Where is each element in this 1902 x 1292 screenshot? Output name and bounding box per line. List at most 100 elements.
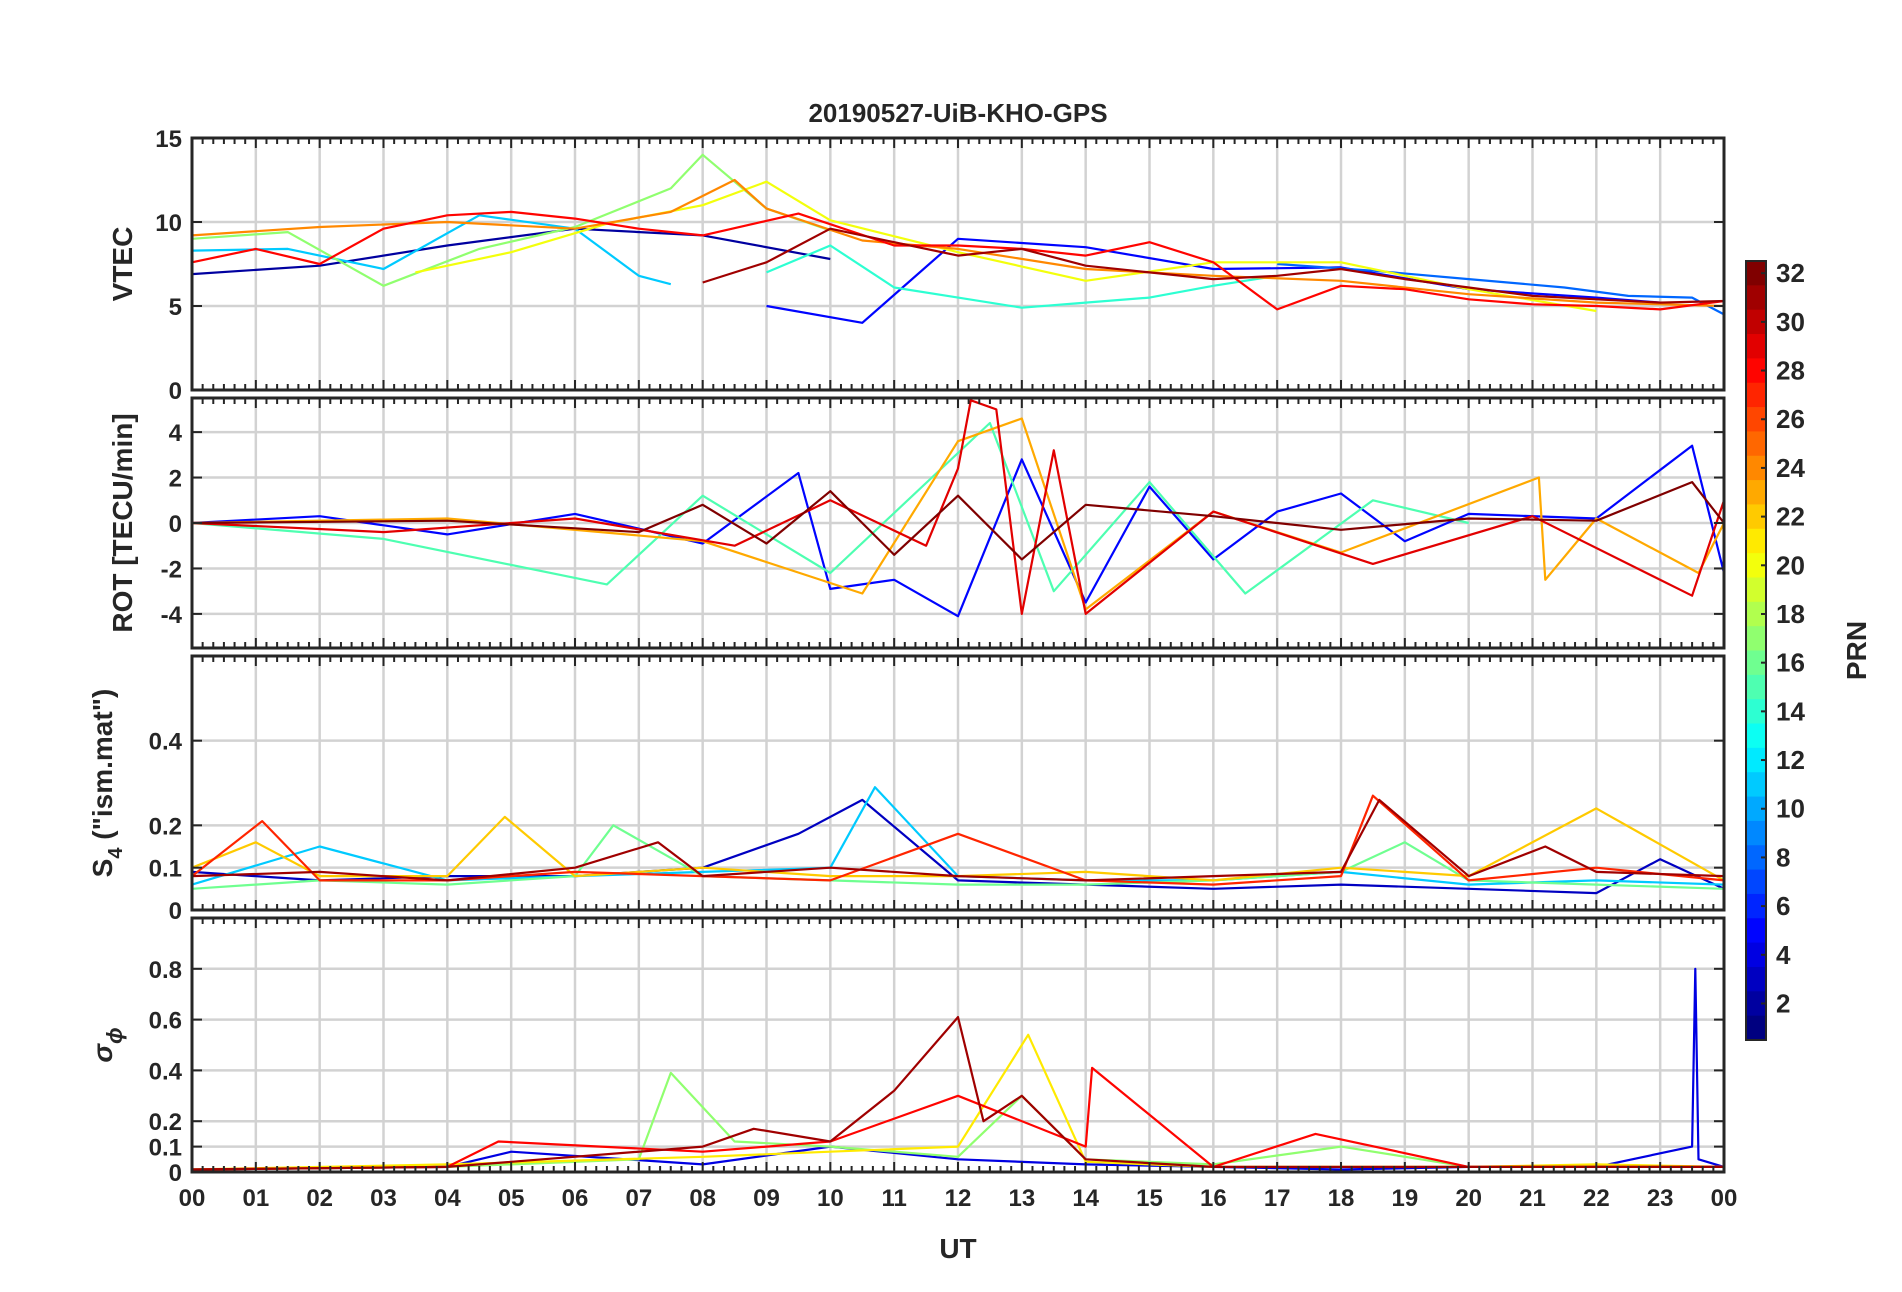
colorbar-segment bbox=[1746, 455, 1766, 481]
y-tick-label: 2 bbox=[169, 466, 182, 493]
colorbar-segment bbox=[1746, 261, 1766, 286]
colorbar-segment bbox=[1746, 869, 1766, 895]
colorbar-tick-label: 6 bbox=[1776, 891, 1790, 921]
colorbar-segment bbox=[1746, 820, 1766, 846]
colorbar-segment bbox=[1746, 1015, 1766, 1041]
y-axis-label-subscript: ϕ bbox=[102, 1027, 127, 1044]
colorbar-tick-label: 28 bbox=[1776, 356, 1805, 386]
series-line-prn-17 bbox=[191, 1071, 1724, 1171]
colorbar-segment bbox=[1746, 674, 1766, 700]
colorbar-segment bbox=[1746, 845, 1766, 871]
y-axis-label: ROT [TECU/min] bbox=[107, 413, 138, 632]
colorbar-segment bbox=[1746, 577, 1766, 603]
x-tick-label: 10 bbox=[817, 1185, 844, 1212]
colorbar-segment bbox=[1746, 723, 1766, 749]
y-tick-label: -2 bbox=[161, 556, 182, 583]
colorbar-tick-label: 8 bbox=[1776, 842, 1790, 872]
colorbar-tick-label: 2 bbox=[1776, 988, 1790, 1018]
colorbar-segment bbox=[1746, 796, 1766, 822]
series-line-prn-27 bbox=[191, 794, 1725, 886]
x-tick-label: 13 bbox=[1008, 1185, 1035, 1212]
y-axis-label-sigma: σ bbox=[87, 1043, 118, 1063]
colorbar-segment bbox=[1746, 650, 1766, 676]
x-tick-label: 15 bbox=[1136, 1185, 1163, 1212]
y-tick-label: 0 bbox=[169, 898, 182, 925]
x-tick-label: 23 bbox=[1647, 1185, 1674, 1212]
x-tick-label: 14 bbox=[1072, 1185, 1099, 1212]
x-tick-label: 18 bbox=[1328, 1185, 1355, 1212]
colorbar-segment bbox=[1746, 626, 1766, 652]
panel-s4: 0 0.1 0.2 0.4 S4 ("ism.mat") bbox=[87, 654, 1726, 925]
colorbar-segment bbox=[1746, 918, 1766, 944]
colorbar-tick-label: 10 bbox=[1776, 794, 1805, 824]
y-tick-label: 4 bbox=[169, 420, 183, 447]
colorbar-segment bbox=[1746, 991, 1766, 1017]
y-axis-label: σϕ bbox=[87, 1027, 127, 1062]
colorbar-frame bbox=[1745, 260, 1767, 1041]
x-tick-label: 00 bbox=[179, 1185, 206, 1212]
x-tick-label: 11 bbox=[881, 1185, 906, 1212]
colorbar-segment bbox=[1746, 553, 1766, 579]
colorbar-tick-label: 12 bbox=[1776, 745, 1805, 775]
y-tick-label: 0 bbox=[169, 1160, 182, 1187]
y-tick-label: 0.2 bbox=[149, 813, 182, 840]
x-tick-label: 01 bbox=[242, 1185, 269, 1212]
panel-vtec: 0 5 10 15 VTEC bbox=[107, 126, 1726, 405]
colorbar-segment bbox=[1746, 285, 1766, 311]
panel-rot: -4 -2 0 2 4 ROT [TECU/min] bbox=[107, 396, 1726, 650]
colorbar-segment bbox=[1746, 747, 1766, 773]
colorbar-label: PRN bbox=[1841, 621, 1872, 680]
colorbar-tick-label: 30 bbox=[1776, 307, 1805, 337]
x-tick-label: 07 bbox=[625, 1185, 652, 1212]
x-tick-label: 22 bbox=[1583, 1185, 1610, 1212]
x-axis-label: UT bbox=[939, 1233, 976, 1264]
series-line-prn-22 bbox=[191, 807, 1725, 882]
series-line-prn-28 bbox=[191, 210, 1725, 311]
series-line-prn-31 bbox=[191, 798, 1725, 882]
series-line-prn-8 bbox=[1277, 262, 1725, 316]
colorbar-tick-label: 26 bbox=[1776, 404, 1805, 434]
y-tick-label: 5 bbox=[169, 294, 182, 321]
colorbar-segment bbox=[1746, 504, 1766, 530]
x-tick-label: 19 bbox=[1391, 1185, 1418, 1212]
series-line-prn-24 bbox=[191, 178, 1725, 308]
series-line-prn-16 bbox=[191, 824, 1725, 890]
x-tick-label: 00 bbox=[1711, 1185, 1738, 1212]
colorbar-segment bbox=[1746, 309, 1766, 335]
x-tick-label: 06 bbox=[562, 1185, 589, 1212]
y-tick-label: -4 bbox=[161, 602, 183, 629]
x-tick-label: 17 bbox=[1264, 1185, 1291, 1212]
series-line-prn-14 bbox=[766, 244, 1278, 309]
colorbar-segment bbox=[1746, 601, 1766, 627]
y-axis-label: S4 ("ism.mat") bbox=[87, 689, 127, 878]
colorbar-segment bbox=[1746, 942, 1766, 968]
y-axis-label-rest: ("ism.mat") bbox=[87, 689, 118, 848]
colorbar-segment bbox=[1746, 334, 1766, 359]
y-tick-label: 0.1 bbox=[149, 1135, 182, 1162]
series-line-prn-15 bbox=[191, 421, 1469, 595]
colorbar-segment bbox=[1746, 431, 1766, 457]
colorbar-segment bbox=[1746, 528, 1766, 554]
y-tick-label: 0 bbox=[169, 378, 182, 405]
series-line-prn-20 bbox=[415, 180, 1597, 313]
series-line-prn-5 bbox=[766, 237, 1661, 324]
colorbar-segment bbox=[1746, 699, 1766, 725]
x-tick-label: 09 bbox=[753, 1185, 780, 1212]
x-tick-label: 20 bbox=[1455, 1185, 1482, 1212]
colorbar-tick-label: 20 bbox=[1776, 550, 1805, 580]
colorbar-segment bbox=[1746, 966, 1766, 992]
panel-sigma_phi: 00.10.2 0.4 0.6 0.8 σϕ bbox=[87, 916, 1726, 1187]
x-tick-label: 03 bbox=[370, 1185, 397, 1212]
colorbar-segment bbox=[1746, 772, 1766, 798]
x-tick-label: 08 bbox=[689, 1185, 716, 1212]
series-line-prn-31 bbox=[702, 227, 1725, 304]
series-line-prn-11 bbox=[191, 214, 672, 286]
y-axis-label: VTEC bbox=[107, 227, 138, 302]
x-tick-label: 21 bbox=[1519, 1185, 1546, 1212]
colorbar-segment bbox=[1746, 407, 1766, 432]
x-tick-label: 04 bbox=[434, 1185, 461, 1212]
y-tick-label: 0.6 bbox=[149, 1008, 182, 1035]
colorbar-segment bbox=[1746, 358, 1766, 384]
series-line-prn-32 bbox=[191, 481, 1725, 561]
